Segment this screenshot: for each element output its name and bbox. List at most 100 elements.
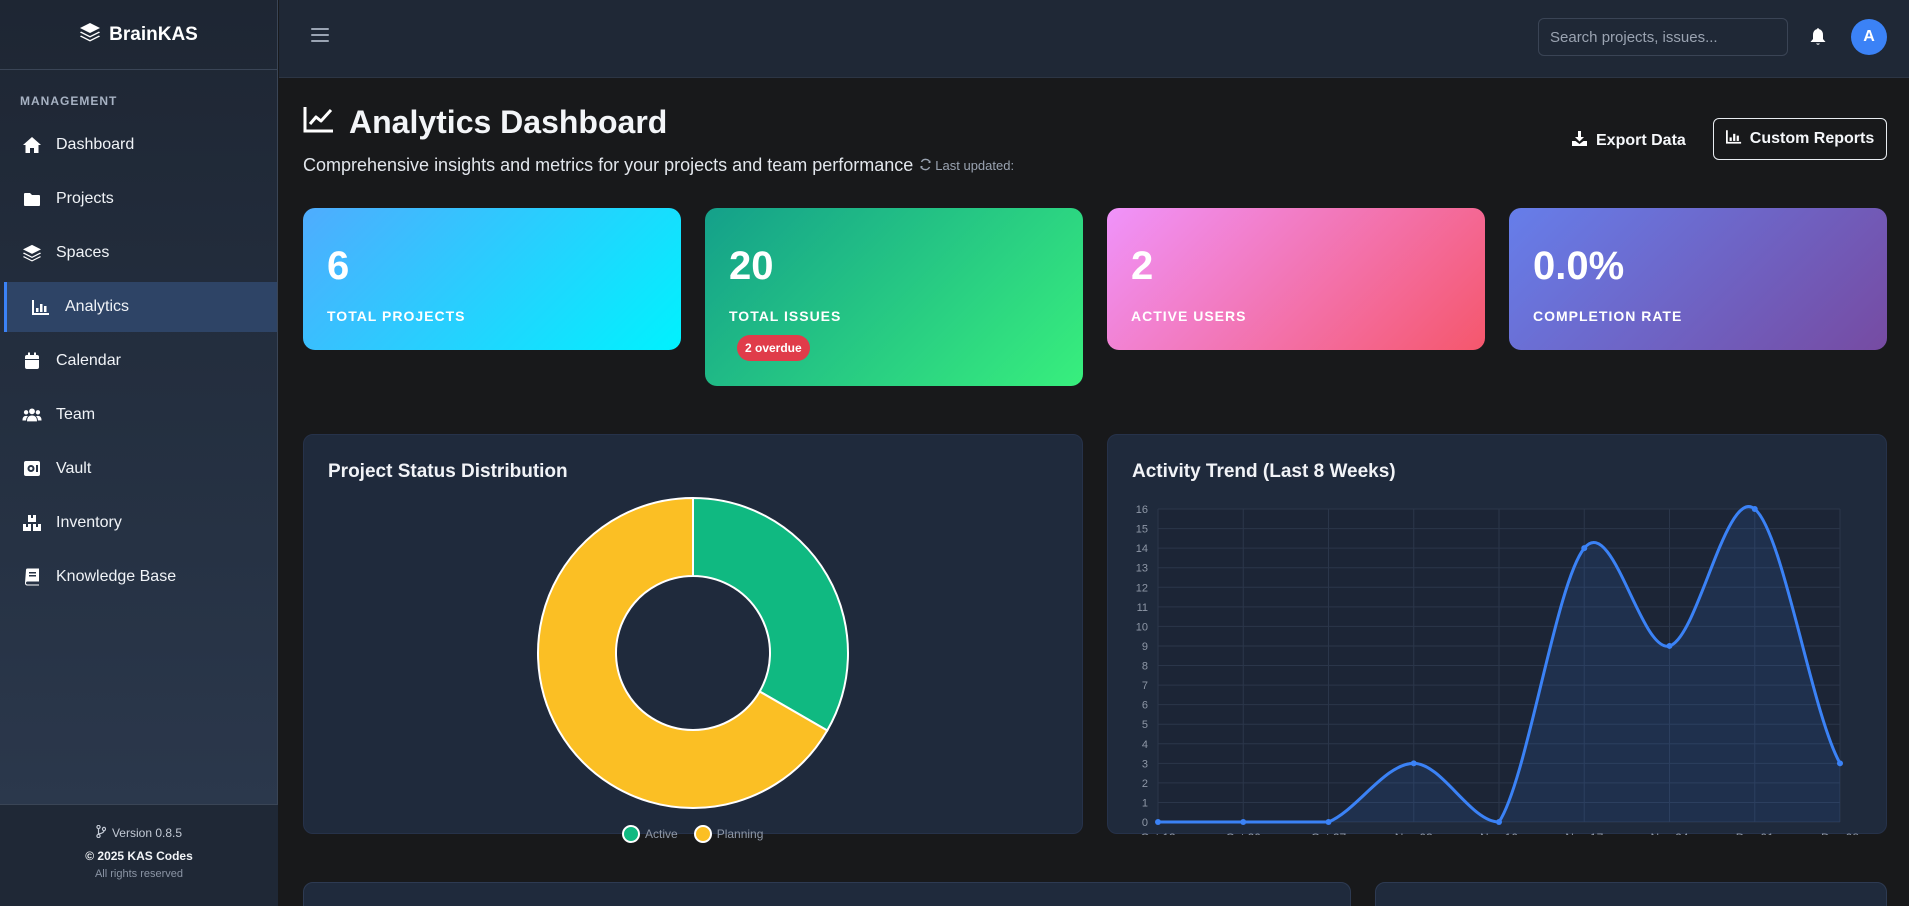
export-data-button[interactable]: Export Data [1571, 126, 1686, 156]
avatar[interactable]: A [1851, 19, 1887, 55]
sidebar-item-label: Vault [56, 460, 92, 477]
y-tick-label: 5 [1142, 719, 1148, 731]
export-data-label: Export Data [1596, 132, 1686, 149]
vault-icon [22, 459, 42, 479]
stat-card-total-projects: 6 TOTAL PROJECTS [303, 208, 681, 350]
y-tick-label: 3 [1142, 758, 1148, 770]
chart-title: Project Status Distribution [328, 461, 568, 482]
data-point[interactable] [1751, 506, 1758, 512]
stat-value: 2 [1131, 244, 1154, 288]
legend-swatch [693, 825, 712, 843]
data-point[interactable] [1496, 819, 1502, 825]
line-chart: 012345678910111213141516Oct 13Oct 20Oct … [1136, 504, 1860, 835]
stat-value: 0.0% [1533, 244, 1625, 288]
x-tick-label: Nov 17 [1565, 831, 1603, 835]
rights: All rights reserved [94, 868, 184, 880]
brand[interactable]: BrainKAS [0, 0, 277, 70]
sidebar-item-knowledge-base[interactable]: Knowledge Base [0, 552, 277, 602]
y-tick-label: 14 [1136, 543, 1148, 555]
refresh-icon[interactable] [919, 158, 932, 174]
page-title-text: Analytics Dashboard [349, 104, 668, 140]
sidebar-item-label: Dashboard [56, 136, 135, 153]
data-point[interactable] [1240, 819, 1247, 825]
stat-card-active-users: 2 ACTIVE USERS [1107, 208, 1485, 350]
sidebar-item-label: Spaces [56, 244, 110, 261]
legend-item-active[interactable]: Active [622, 825, 678, 843]
search-input[interactable] [1538, 18, 1788, 56]
x-tick-label: Dec 08 [1821, 831, 1859, 835]
users-icon [22, 405, 42, 425]
sidebar-item-inventory[interactable]: Inventory [0, 498, 277, 548]
stat-value: 20 [729, 244, 774, 288]
y-tick-label: 7 [1142, 680, 1148, 692]
stat-value: 6 [327, 244, 350, 288]
sidebar-item-analytics[interactable]: Analytics [4, 282, 277, 332]
data-point[interactable] [1325, 819, 1332, 825]
sidebar-item-calendar[interactable]: Calendar [0, 336, 277, 386]
layers-icon [22, 243, 42, 263]
sidebar-item-dashboard[interactable]: Dashboard [0, 120, 277, 170]
bell-icon[interactable] [1809, 27, 1829, 47]
data-point[interactable] [1581, 545, 1588, 552]
page-header: Analytics Dashboard Comprehensive insigh… [303, 104, 1014, 176]
stat-label: TOTAL ISSUES [729, 308, 842, 324]
download-icon [1571, 130, 1588, 152]
sidebar-item-label: Team [56, 406, 96, 423]
sidebar-item-team[interactable]: Team [0, 390, 277, 440]
git-branch-icon [96, 824, 107, 841]
y-tick-label: 10 [1136, 621, 1148, 633]
version-text: Version 0.8.5 [111, 826, 183, 840]
y-tick-label: 4 [1142, 739, 1148, 751]
custom-reports-button[interactable]: Custom Reports [1713, 118, 1887, 160]
y-tick-label: 13 [1136, 563, 1148, 575]
sidebar-footer: Version 0.8.5 © 2025 KAS Codes All right… [0, 804, 278, 906]
legend-label: Planning [716, 827, 764, 841]
project-status-panel: Project Status Distribution Active Plann… [303, 434, 1083, 843]
y-tick-label: 9 [1142, 641, 1148, 653]
pie-slice-planning[interactable] [537, 496, 829, 809]
legend-item-planning[interactable]: Planning [693, 825, 764, 843]
chart-title: Activity Trend (Last 8 Weeks) [1132, 461, 1396, 482]
last-updated-text: Last updated: [935, 158, 1015, 173]
y-tick-label: 15 [1136, 524, 1148, 536]
sidebar-item-label: Projects [56, 190, 114, 207]
x-tick-label: Oct 20 [1226, 831, 1262, 835]
data-point[interactable] [1410, 760, 1417, 767]
copyright: © 2025 KAS Codes [85, 849, 193, 863]
bottom-card-left [303, 882, 1351, 906]
y-tick-label: 12 [1136, 582, 1148, 594]
y-tick-label: 8 [1142, 661, 1148, 673]
y-tick-label: 16 [1136, 504, 1148, 516]
x-tick-label: Dec 01 [1736, 831, 1774, 835]
chart-line-icon [303, 104, 335, 141]
y-tick-label: 1 [1142, 797, 1148, 809]
x-tick-label: Nov 03 [1395, 831, 1433, 835]
y-tick-label: 2 [1142, 778, 1148, 790]
data-point[interactable] [1155, 819, 1161, 825]
folder-icon [22, 189, 42, 209]
book-icon [22, 567, 42, 587]
calendar-icon [22, 351, 42, 371]
pie-slice-active[interactable] [692, 496, 849, 732]
x-tick-label: Oct 13 [1140, 831, 1176, 835]
layers-icon [79, 22, 101, 48]
sidebar-item-spaces[interactable]: Spaces [0, 228, 277, 278]
legend-label: Active [645, 827, 678, 841]
legend-swatch [622, 825, 640, 843]
section-title: MANAGEMENT [20, 94, 118, 108]
chart-bar-icon [1725, 129, 1742, 149]
data-point[interactable] [1837, 760, 1843, 767]
sidebar-item-projects[interactable]: Projects [0, 174, 277, 224]
chart-bar-icon [31, 297, 51, 317]
menu-toggle-icon[interactable] [311, 28, 329, 44]
home-icon [22, 135, 42, 155]
data-point[interactable] [1666, 642, 1673, 649]
y-tick-label: 0 [1142, 817, 1148, 829]
sidebar-item-label: Inventory [56, 514, 122, 531]
page-title: Analytics Dashboard [303, 104, 1014, 141]
boxes-icon [22, 513, 42, 533]
stat-card-completion-rate: 0.0% COMPLETION RATE [1509, 208, 1887, 350]
x-tick-label: Nov 24 [1650, 831, 1688, 835]
sidebar-item-vault[interactable]: Vault [0, 444, 277, 494]
